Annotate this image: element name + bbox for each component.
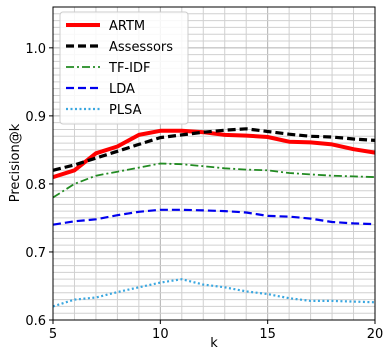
legend-label: LDA — [109, 82, 135, 97]
y-tick-label: 1.0 — [25, 42, 46, 57]
y-axis-label: Precision@k — [8, 123, 23, 202]
axis-ticks: 5 10 15 20 0.6 0.7 0.8 0.9 1.0 — [25, 42, 383, 342]
series-line-artm — [52, 128, 376, 180]
legend: ARTM Assessors TF-IDF LDA PLSA — [59, 11, 189, 125]
legend-label: PLSA — [109, 103, 142, 118]
legend-label: Assessors — [109, 40, 173, 55]
series-lines — [52, 127, 376, 308]
x-tick-label: 5 — [49, 327, 57, 342]
y-tick-label: 0.7 — [25, 246, 46, 261]
legend-box — [59, 11, 189, 125]
y-tick-label: 0.9 — [25, 110, 46, 125]
series-line-plsa — [52, 278, 376, 308]
series-line-lda — [52, 208, 376, 226]
x-tick-label: 15 — [259, 327, 276, 342]
series-line-assessors — [52, 127, 376, 172]
x-tick-label: 10 — [152, 327, 169, 342]
y-tick-label: 0.6 — [25, 314, 46, 329]
x-axis-label: k — [210, 336, 218, 351]
legend-label: TF-IDF — [108, 61, 150, 76]
y-tick-label: 0.8 — [25, 178, 46, 193]
series-line-tf-idf — [52, 162, 376, 199]
plot-frame — [52, 6, 376, 321]
x-tick-label: 20 — [367, 327, 384, 342]
legend-label: ARTM — [109, 19, 145, 34]
